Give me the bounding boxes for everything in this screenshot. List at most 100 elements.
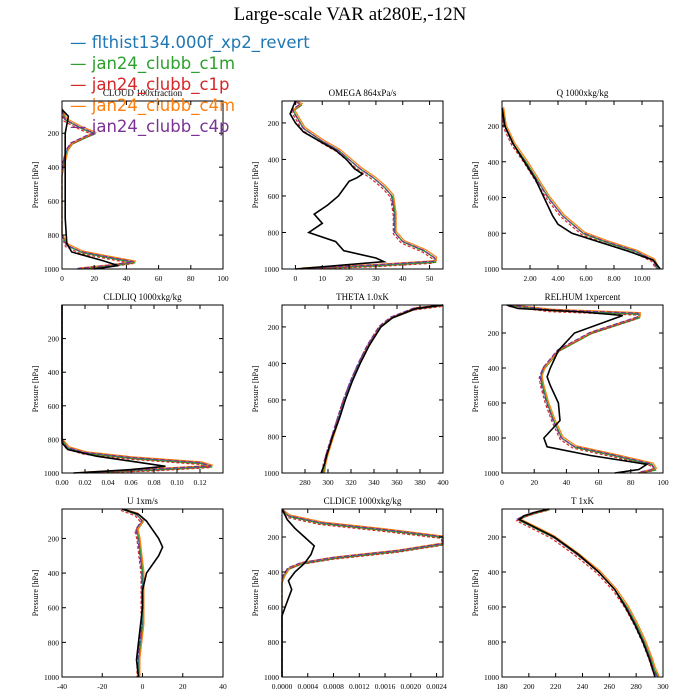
series-line bbox=[510, 305, 657, 474]
panel-frame bbox=[281, 100, 444, 270]
legend-marker: — bbox=[70, 117, 92, 136]
series-line bbox=[289, 100, 388, 270]
x-tick-label: 20 bbox=[179, 682, 187, 691]
y-tick-label: 1000 bbox=[484, 469, 499, 478]
x-tick-label: 2.00 bbox=[523, 274, 536, 283]
y-tick-label: 400 bbox=[48, 163, 60, 172]
y-tick-label: 1000 bbox=[44, 673, 59, 682]
panel-frame bbox=[501, 508, 664, 678]
y-tick-label: 800 bbox=[268, 638, 280, 647]
x-tick-label: 8.00 bbox=[607, 274, 620, 283]
x-tick-label: 280 bbox=[299, 478, 311, 487]
x-tick-label: 0 bbox=[500, 478, 504, 487]
x-tick-label: 0.0008 bbox=[323, 682, 344, 691]
panel-title: T 1xK bbox=[571, 496, 595, 506]
x-tick-label: 300 bbox=[657, 682, 669, 691]
x-tick-label: 0.0016 bbox=[375, 682, 396, 691]
series-line bbox=[322, 304, 444, 474]
y-axis-label: Pressure [hPa] bbox=[471, 365, 480, 412]
y-axis-label: Pressure [hPa] bbox=[251, 161, 260, 208]
legend: — flthist134.000f_xp2_revert — jan24_clu… bbox=[70, 32, 330, 137]
y-tick-label: 400 bbox=[48, 368, 60, 377]
panel-title: CLOUD 100xfraction bbox=[103, 88, 183, 98]
x-tick-label: 0.10 bbox=[170, 478, 183, 487]
series-line bbox=[281, 508, 316, 677]
series-line bbox=[121, 508, 143, 677]
y-tick-label: 1000 bbox=[44, 265, 59, 274]
series-line bbox=[518, 508, 660, 677]
x-tick-label: -40 bbox=[57, 682, 67, 691]
y-tick-label: 1000 bbox=[264, 673, 279, 682]
legend-item: — jan24_clubb_c1m bbox=[70, 53, 330, 74]
y-tick-label: 400 bbox=[488, 568, 500, 577]
series-line bbox=[515, 509, 657, 678]
series-line bbox=[501, 107, 661, 270]
series-line bbox=[281, 510, 443, 677]
panel: 2.00 4.00 6.00 8.00 10.00 200 400 600 800 1000 Q 1… bbox=[471, 88, 664, 283]
y-tick-label: 200 bbox=[48, 129, 60, 138]
y-axis-label: Pressure [hPa] bbox=[251, 569, 260, 616]
panel-frame bbox=[61, 100, 224, 270]
series-line bbox=[516, 508, 659, 678]
series-line bbox=[61, 306, 211, 474]
panel-title: CLDICE 1000xkg/kg bbox=[324, 496, 402, 506]
y-tick-label: 1000 bbox=[484, 673, 499, 682]
panel: 180 200 220 240 260 280 300 200 400 600 800 1000 T 1… bbox=[471, 496, 669, 691]
series-line bbox=[324, 304, 444, 472]
panel-frame bbox=[61, 304, 224, 474]
series-line bbox=[281, 509, 444, 677]
x-tick-label: 320 bbox=[345, 478, 357, 487]
x-tick-label: 220 bbox=[550, 682, 562, 691]
series-line bbox=[516, 508, 658, 677]
panel: 280 300 320 340 360 380 400 200 400 600 800 1000 THE… bbox=[251, 292, 449, 487]
series-line bbox=[61, 305, 214, 473]
series-line bbox=[323, 305, 444, 474]
series-line bbox=[501, 107, 658, 269]
x-tick-label: 50 bbox=[426, 274, 434, 283]
panel: -40 -20 0 20 40 200 400 600 800 1000 U 1xm/s Pressu… bbox=[31, 496, 227, 691]
x-tick-label: 0.0024 bbox=[426, 682, 447, 691]
y-axis-label: Pressure [hPa] bbox=[31, 365, 40, 412]
y-tick-label: 600 bbox=[268, 192, 280, 201]
series-line bbox=[122, 508, 164, 678]
y-axis-label: Pressure [hPa] bbox=[31, 569, 40, 616]
y-tick-label: 200 bbox=[48, 534, 60, 543]
series-line bbox=[61, 305, 213, 474]
y-tick-label: 600 bbox=[488, 399, 500, 408]
y-tick-label: 200 bbox=[488, 122, 500, 131]
series-line bbox=[502, 108, 659, 270]
panel-title: U 1xm/s bbox=[127, 496, 158, 506]
series-line bbox=[293, 100, 437, 269]
x-tick-label: 380 bbox=[414, 478, 426, 487]
series-line bbox=[506, 304, 650, 474]
y-tick-label: 400 bbox=[268, 155, 280, 164]
x-tick-label: 100 bbox=[657, 478, 669, 487]
legend-item: — jan24_clubb_c4m bbox=[70, 95, 330, 116]
legend-label: jan24_clubb_c1m bbox=[91, 54, 236, 73]
y-axis-label: Pressure [hPa] bbox=[471, 569, 480, 616]
panel-frame bbox=[281, 508, 444, 678]
x-tick-label: 0 bbox=[294, 274, 298, 283]
x-tick-label: 0.0020 bbox=[400, 682, 421, 691]
legend-item: — jan24_clubb_c4p bbox=[70, 116, 330, 137]
panel: 0 10 20 30 40 50 200 400 600 800 1000 OMEGA 864xPa/… bbox=[251, 88, 444, 283]
y-tick-label: 400 bbox=[48, 569, 60, 578]
y-tick-label: 800 bbox=[48, 638, 60, 647]
legend-label: jan24_clubb_c4m bbox=[91, 96, 236, 115]
y-tick-label: 1000 bbox=[264, 265, 279, 274]
x-tick-label: 400 bbox=[437, 478, 449, 487]
panel: 0 20 40 60 80 100 200 400 600 800 1000 RELHUM 1xper… bbox=[471, 292, 669, 487]
y-axis-label: Pressure [hPa] bbox=[31, 161, 40, 208]
x-tick-label: 6.00 bbox=[579, 274, 592, 283]
panel: 0.0000 0.0004 0.0008 0.0012 0.0016 0.0020 0.00… bbox=[251, 496, 447, 691]
panel-title: THETA 1.0xK bbox=[336, 292, 389, 302]
panel: 0.00 0.02 0.04 0.06 0.08 0.10 0.12 200 400 600 800… bbox=[31, 292, 224, 487]
x-tick-label: 40 bbox=[563, 478, 571, 487]
y-tick-label: 1000 bbox=[484, 265, 499, 274]
series-line bbox=[320, 304, 444, 474]
panel-title: RELHUM 1xpercent bbox=[545, 292, 621, 302]
series-line bbox=[501, 109, 657, 270]
y-tick-label: 200 bbox=[268, 533, 280, 542]
x-tick-label: 0.0004 bbox=[297, 682, 318, 691]
x-tick-label: 60 bbox=[595, 478, 603, 487]
